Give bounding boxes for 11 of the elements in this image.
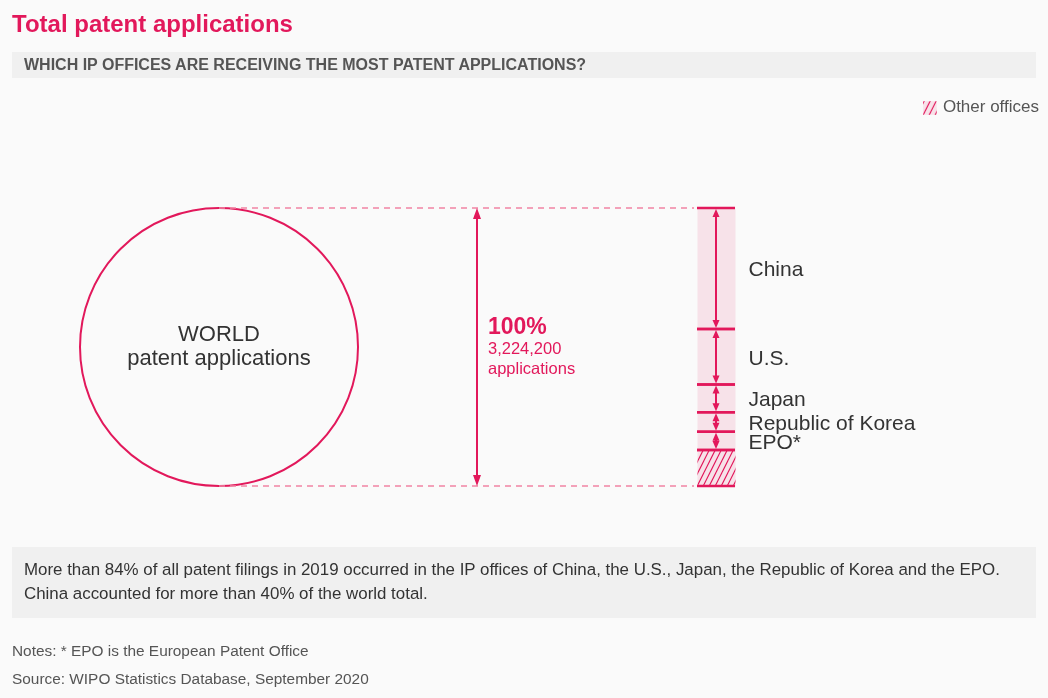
series-label: China (748, 257, 804, 281)
legend-label: Other offices (942, 97, 1039, 117)
text: WHICH IP OFFICES ARE RECEIVING THE MOST PATENT APPLICATIONS? (24, 55, 587, 75)
legend-label: U.S. (748, 345, 790, 369)
text: WORLD patent applications (126, 321, 312, 370)
text: Total patent applications (12, 9, 293, 39)
legend-label: Japan (748, 387, 806, 411)
source-note: Source: WIPO Statistics Database, September 2020 (12, 669, 369, 689)
text: 100% 3,224,200 applications (488, 313, 576, 378)
text: Notes: * EPO is the European Patent Office (12, 641, 309, 661)
text: More than 84% of all patent filings in 2019 occurred in the IP offices of China, the U.S., Japan, the Republic of Korea and the EPO. China accounted for more than 40% of the world total. (24, 559, 1000, 605)
